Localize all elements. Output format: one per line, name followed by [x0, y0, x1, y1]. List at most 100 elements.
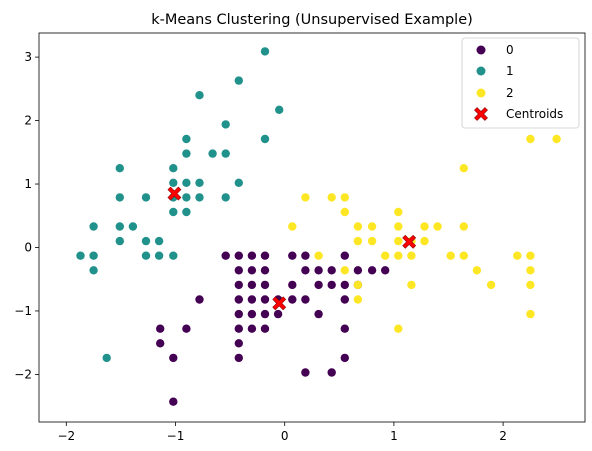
cluster-0-point-19 [247, 309, 257, 319]
centroid-marks [167, 186, 417, 311]
cluster-0-point-16 [247, 266, 257, 275]
cluster-2-point-36 [526, 309, 535, 319]
cluster-2-point-37 [552, 134, 561, 144]
cluster-1-point-2 [89, 251, 98, 260]
cluster-2-point-35 [526, 280, 535, 290]
y-tick-label-5: 3 [24, 50, 32, 64]
cluster-2-point-8 [353, 236, 363, 246]
cluster-1-point-32 [234, 178, 243, 187]
cluster-1-point-22 [182, 178, 191, 187]
legend-label-1: 1 [506, 64, 514, 78]
cluster-2-point-31 [513, 251, 522, 260]
cluster-1-point-31 [221, 120, 230, 129]
y-axis-ticks: −2 −1 0 1 2 3 [14, 50, 39, 381]
cluster-2-point-10 [353, 295, 363, 304]
cluster-1-point-5 [115, 236, 125, 246]
cluster-0-point-25 [260, 309, 270, 319]
cluster-2-point-2 [314, 251, 323, 260]
cluster-2-point-21 [407, 280, 416, 290]
x-tick-label-1: −1 [167, 429, 185, 443]
cluster-1-point-3 [89, 266, 98, 275]
cluster-2-point-33 [526, 251, 535, 260]
cluster-1-point-35 [260, 47, 270, 56]
cluster-1-point-18 [169, 164, 178, 173]
cluster-0-point-44 [340, 295, 349, 304]
cluster-2-point-34 [526, 266, 535, 275]
cluster-1-point-34 [260, 134, 270, 144]
cluster-0-point-14 [234, 353, 243, 363]
cluster-1-point-7 [115, 193, 125, 202]
cluster-1-point-10 [141, 236, 151, 246]
cluster-0-point-43 [340, 280, 349, 290]
cluster-0-point-31 [288, 280, 297, 290]
cluster-0-point-5 [195, 295, 204, 304]
cluster-2-point-15 [394, 222, 403, 231]
cluster-0-point-6 [221, 251, 230, 260]
x-tick-label-0: −2 [57, 429, 75, 443]
cluster-2-point-3 [327, 193, 336, 202]
cluster-1-point-11 [141, 251, 151, 260]
cluster-1-point-8 [115, 164, 125, 173]
legend-marker-0 [476, 45, 486, 55]
cluster-0-point-33 [301, 266, 310, 275]
cluster-2-point-4 [340, 193, 349, 202]
cluster-0-point-0 [169, 397, 178, 406]
cluster-2-point-29 [472, 266, 482, 275]
cluster-2-point-27 [459, 222, 468, 231]
cluster-0-point-22 [260, 266, 270, 275]
legend-label-centroids: Centroids [506, 107, 563, 121]
cluster-2-point-23 [420, 236, 429, 246]
cluster-1-point-6 [115, 222, 125, 231]
y-tick-label-4: 2 [24, 114, 32, 128]
cluster-0-point-11 [234, 309, 243, 319]
cluster-2-point-5 [340, 207, 349, 217]
cluster-1-point-33 [234, 76, 243, 85]
cluster-1-point-17 [169, 178, 178, 187]
centroid-marker-2 [402, 234, 417, 249]
plot-marks [76, 47, 561, 406]
cluster-0-point-8 [234, 266, 243, 275]
y-tick-label-1: −1 [14, 304, 32, 318]
cluster-0-point-28 [273, 309, 283, 319]
cluster-1-point-19 [169, 251, 178, 260]
cluster-2-point-9 [353, 280, 363, 290]
cluster-0-point-49 [381, 266, 390, 275]
cluster-2-point-16 [394, 236, 403, 246]
cluster-2-point-12 [367, 236, 377, 246]
cluster-2-point-20 [407, 251, 416, 260]
cluster-2-point-25 [446, 251, 455, 260]
cluster-0-point-45 [340, 324, 349, 333]
cluster-0-point-9 [234, 280, 243, 290]
cluster-1-point-20 [182, 207, 191, 217]
cluster-0-point-4 [182, 324, 191, 333]
chart-title: k-Means Clustering (Unsupervised Example… [151, 12, 473, 28]
cluster-0-point-40 [327, 280, 336, 290]
centroid-marker-0 [167, 186, 182, 201]
cluster-1-point-23 [182, 149, 191, 158]
cluster-0-point-10 [234, 295, 243, 304]
legend-marker-centroids [474, 107, 488, 121]
cluster-0-point-2 [156, 339, 165, 348]
cluster-0-point-23 [260, 280, 270, 290]
legend: 0 1 2 Centroids [461, 37, 580, 129]
cluster-1-point-9 [128, 222, 138, 231]
legend-box [461, 37, 580, 129]
cluster-2-point-22 [420, 222, 429, 231]
cluster-0-point-41 [327, 368, 336, 377]
cluster-1-point-24 [182, 134, 191, 144]
cluster-1-point-4 [102, 353, 111, 363]
cluster-0-point-37 [314, 280, 323, 290]
cluster-2-point-28 [459, 251, 468, 260]
legend-label-2: 2 [506, 86, 514, 100]
legend-marker-1 [476, 66, 486, 76]
cluster-2-point-1 [301, 193, 310, 202]
cluster-0-point-30 [288, 295, 297, 304]
cluster-0-point-3 [169, 353, 178, 363]
centroid-marker-1 [272, 296, 287, 311]
cluster-0-point-38 [314, 309, 323, 319]
cluster-1-point-15 [169, 207, 178, 217]
cluster-0-point-18 [247, 295, 257, 304]
cluster-1-point-14 [154, 251, 164, 260]
cluster-1-point-29 [221, 193, 230, 202]
